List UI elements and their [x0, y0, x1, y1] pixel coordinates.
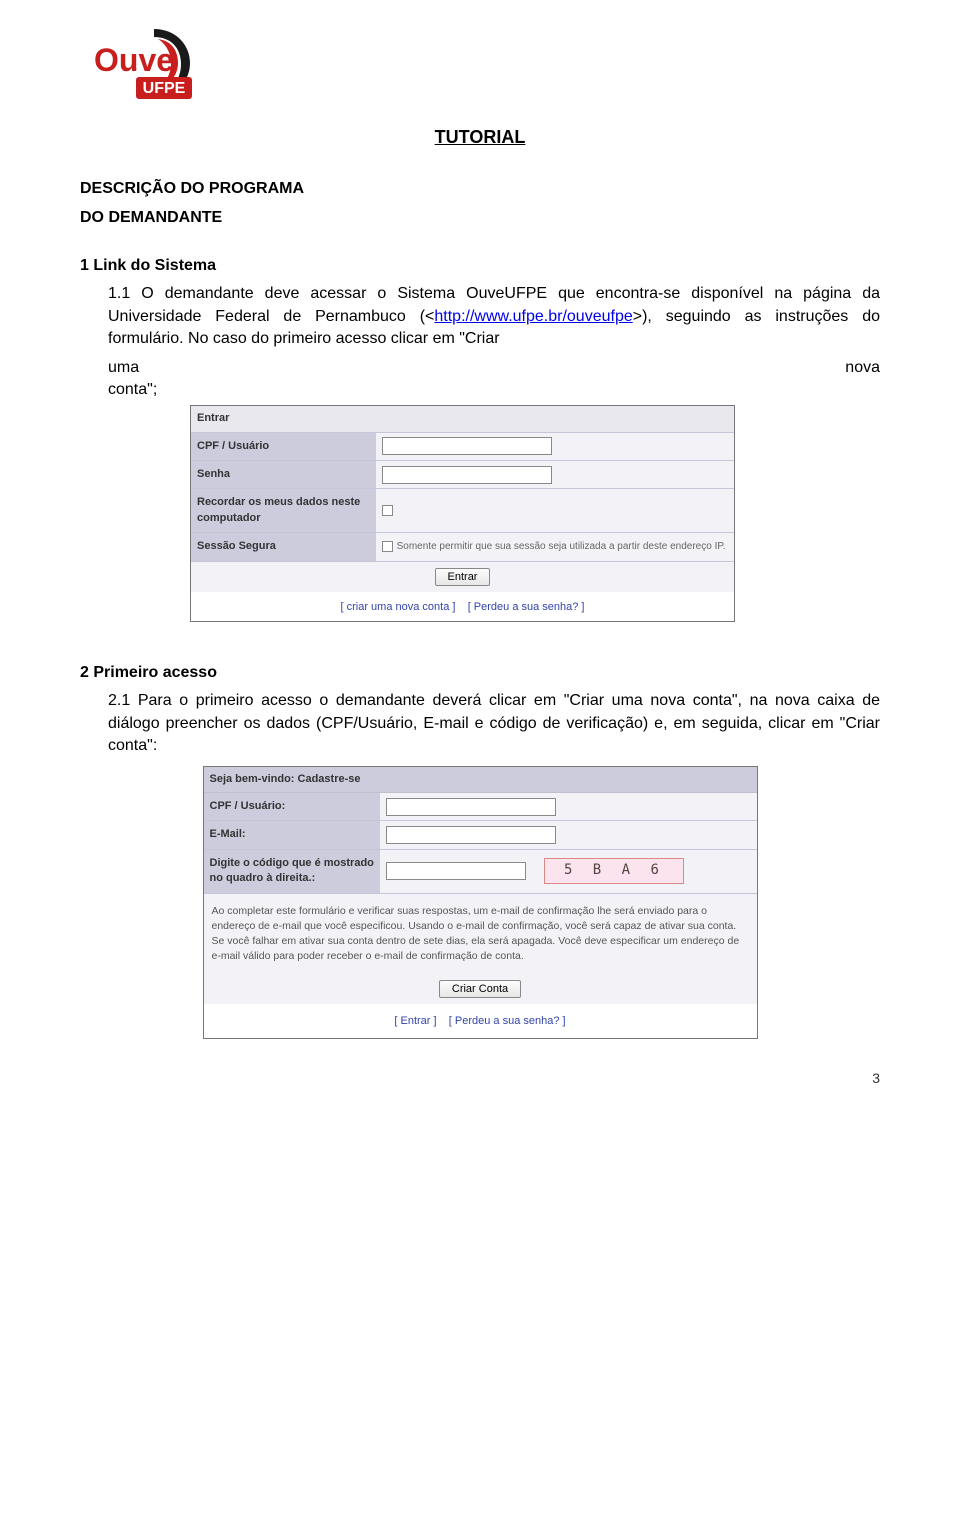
paragraph-1-last: conta"; [108, 379, 880, 401]
signup-form-screenshot: Seja bem-vindo: Cadastre-se CPF / Usuári… [203, 766, 758, 1039]
login-cpf-input[interactable] [382, 437, 552, 455]
heading-1: 1 Link do Sistema [80, 255, 880, 277]
login-senha-input[interactable] [382, 466, 552, 484]
signup-cpf-input[interactable] [386, 798, 556, 816]
paragraph-2-1: 2.1 Para o primeiro acesso o demandante … [108, 690, 880, 757]
login-recordar-checkbox[interactable] [382, 505, 393, 516]
login-bottom-links: [ criar uma nova conta ] [ Perdeu a sua … [191, 592, 734, 621]
signup-cpf-label: CPF / Usuário: [204, 793, 381, 820]
signup-captcha-label: Digite o código que é mostrado no quadro… [204, 850, 381, 893]
logo-text-ufpe: UFPE [143, 80, 186, 97]
paragraph-1-split: umanova [108, 357, 880, 379]
link-entrar[interactable]: [ Entrar ] [394, 1015, 436, 1027]
signup-email-input[interactable] [386, 826, 556, 844]
logo-text-ouve: Ouve [94, 42, 174, 78]
signup-bottom-links: [ Entrar ] [ Perdeu a sua senha? ] [204, 1004, 757, 1037]
login-cpf-label: CPF / Usuário [191, 433, 376, 460]
login-form-screenshot: Entrar CPF / Usuário Senha Recordar os m… [190, 405, 735, 622]
paragraph-1-1: 1.1 O demandante deve acessar o Sistema … [108, 283, 880, 350]
signup-criar-conta-button[interactable]: Criar Conta [439, 980, 521, 998]
login-sessao-hint: Somente permitir que sua sessão seja uti… [397, 540, 726, 554]
signup-info-text: Ao completar este formulário e verificar… [204, 894, 757, 975]
link-perdeu-senha[interactable]: [ Perdeu a sua senha? ] [468, 601, 585, 613]
signup-captcha-input[interactable] [386, 862, 526, 880]
ouve-ufpe-logo: Ouve UFPE [80, 20, 220, 110]
link-ufpe[interactable]: http://www.ufpe.br/ouveufpe [434, 308, 632, 325]
link-perdeu-senha-2[interactable]: [ Perdeu a sua senha? ] [449, 1015, 566, 1027]
link-criar-conta[interactable]: [ criar uma nova conta ] [341, 601, 456, 613]
page-number: 3 [80, 1069, 880, 1089]
signup-email-label: E-Mail: [204, 821, 381, 848]
section-demandante: DO DEMANDANTE [80, 207, 880, 229]
login-sessao-checkbox[interactable] [382, 541, 393, 552]
page-title: TUTORIAL [80, 125, 880, 150]
login-sessao-label: Sessão Segura [191, 533, 376, 560]
heading-2: 2 Primeiro acesso [80, 662, 880, 684]
login-entrar-button[interactable]: Entrar [435, 568, 491, 586]
login-recordar-label: Recordar os meus dados neste computador [191, 489, 376, 532]
login-senha-label: Senha [191, 461, 376, 488]
section-descricao: DESCRIÇÃO DO PROGRAMA [80, 178, 880, 200]
captcha-image: 5 B A 6 [544, 858, 684, 884]
login-header: Entrar [191, 406, 734, 431]
signup-header: Seja bem-vindo: Cadastre-se [204, 767, 757, 793]
